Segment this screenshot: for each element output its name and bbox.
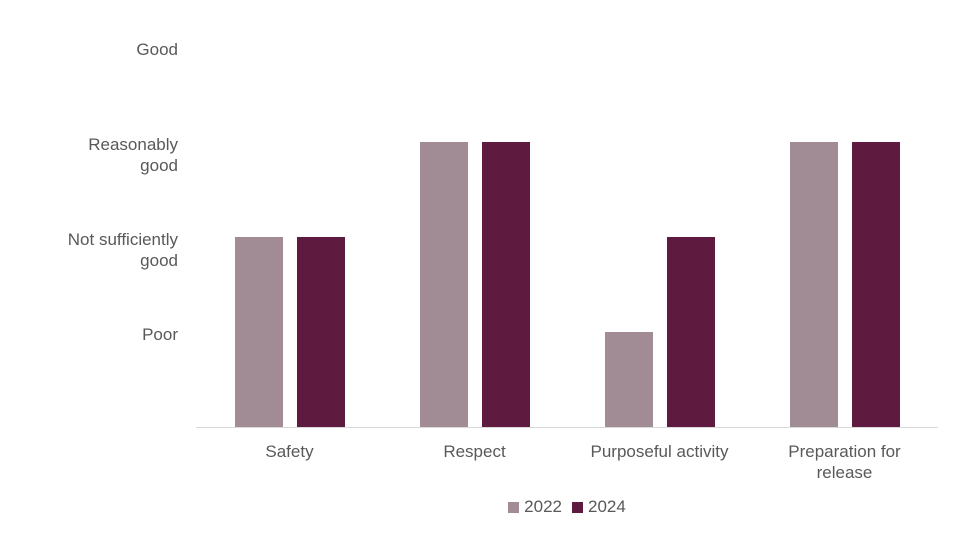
legend-item-2022: 2022 bbox=[508, 497, 562, 517]
bar-2024-purposeful-activity bbox=[666, 237, 715, 427]
y-tick-label-reasonably-good: Reasonably good bbox=[88, 135, 178, 175]
x-category-label-preparation-for-release: Preparation for release bbox=[788, 442, 901, 482]
x-category-label-respect: Respect bbox=[443, 442, 506, 461]
bar-2022-purposeful-activity bbox=[604, 332, 653, 427]
bar-2022-preparation-for-release bbox=[789, 142, 838, 427]
y-tick-label-not-sufficiently-good: Not sufficiently good bbox=[67, 230, 178, 270]
legend-item-2024: 2024 bbox=[572, 497, 626, 517]
bar-2024-safety bbox=[296, 237, 345, 427]
legend-label-2024: 2024 bbox=[588, 497, 626, 516]
x-axis-line bbox=[196, 427, 938, 428]
x-category-label-purposeful-activity: Purposeful activity bbox=[590, 442, 729, 461]
x-category-label-safety: Safety bbox=[265, 442, 314, 461]
legend-label-2022: 2022 bbox=[524, 497, 562, 516]
bar-2022-safety bbox=[234, 237, 283, 427]
legend-swatch-2022 bbox=[508, 501, 520, 513]
bar-2024-respect bbox=[481, 142, 530, 427]
y-tick-label-good: Good bbox=[136, 40, 178, 59]
legend-swatch-2024 bbox=[572, 501, 583, 513]
legend: 2022 2024 bbox=[196, 497, 938, 517]
bar-2024-preparation-for-release bbox=[851, 142, 900, 427]
bar-2022-respect bbox=[419, 142, 468, 427]
y-tick-label-poor: Poor bbox=[142, 325, 178, 344]
